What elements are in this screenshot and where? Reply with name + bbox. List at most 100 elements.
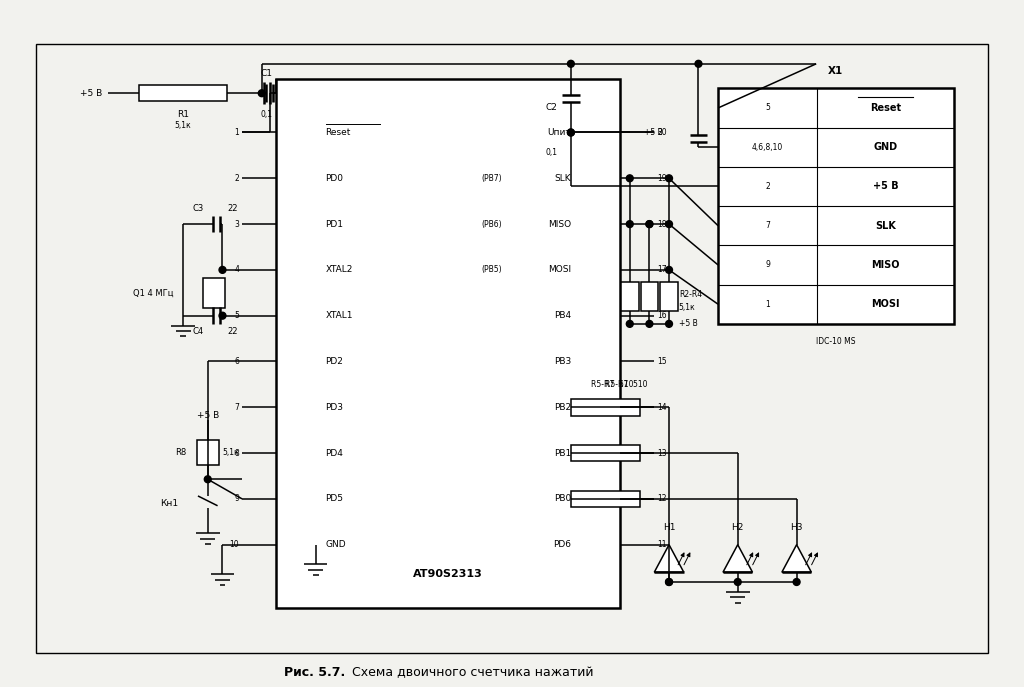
Text: 20: 20 (657, 128, 667, 137)
Text: 4,6,8,10: 4,6,8,10 (752, 143, 783, 152)
Text: PD3: PD3 (326, 403, 343, 412)
Bar (36, 44, 988, 653)
Text: 19: 19 (657, 174, 667, 183)
Text: PB3: PB3 (554, 357, 571, 366)
Circle shape (666, 221, 673, 227)
Text: Кн1: Кн1 (160, 499, 178, 508)
Text: 11: 11 (657, 540, 667, 549)
Text: R8: R8 (175, 448, 186, 457)
Text: 1: 1 (234, 128, 240, 137)
Text: PD4: PD4 (326, 449, 343, 458)
Circle shape (627, 320, 633, 327)
Circle shape (666, 267, 673, 273)
Text: AT90S2313: AT90S2313 (414, 569, 483, 579)
Text: 5,1к: 5,1к (175, 121, 191, 130)
Circle shape (695, 60, 701, 67)
Bar (660, 282, 678, 311)
Text: 12: 12 (657, 495, 667, 504)
Text: +5 В: +5 В (197, 411, 219, 420)
Text: 14: 14 (657, 403, 667, 412)
Text: (PB7): (PB7) (481, 174, 502, 183)
Text: 5: 5 (234, 311, 240, 320)
Circle shape (219, 267, 226, 273)
Text: Q1 4 МГц: Q1 4 МГц (133, 289, 173, 297)
Circle shape (258, 90, 265, 97)
Text: PD5: PD5 (326, 495, 343, 504)
Text: 5: 5 (765, 104, 770, 113)
Text: 9: 9 (234, 495, 240, 504)
Text: 1: 1 (765, 300, 770, 308)
Bar (641, 282, 658, 311)
Text: 10: 10 (229, 540, 240, 549)
Circle shape (794, 578, 800, 585)
Text: GND: GND (873, 142, 897, 153)
Text: +5 В: +5 В (80, 89, 102, 98)
Text: IDC-10 MS: IDC-10 MS (816, 337, 856, 346)
Text: MOSI: MOSI (871, 300, 900, 309)
Text: XTAL1: XTAL1 (326, 311, 353, 320)
Text: 5,1к: 5,1к (222, 448, 240, 457)
Text: C2: C2 (546, 104, 557, 113)
Circle shape (567, 129, 574, 136)
Text: PB0: PB0 (554, 495, 571, 504)
Text: C3: C3 (193, 204, 204, 213)
Text: PB1: PB1 (554, 449, 571, 458)
Text: 0,1: 0,1 (545, 148, 557, 157)
Bar (203, 278, 225, 308)
Text: 2: 2 (765, 182, 770, 191)
Text: GND: GND (326, 540, 346, 549)
Circle shape (567, 60, 574, 67)
Text: SLK: SLK (874, 221, 896, 231)
Text: Reset: Reset (869, 103, 901, 113)
Circle shape (666, 175, 673, 182)
Circle shape (627, 175, 633, 182)
Text: 2: 2 (234, 174, 240, 183)
Circle shape (666, 578, 673, 585)
Circle shape (205, 476, 211, 483)
Text: PD2: PD2 (326, 357, 343, 366)
Text: Reset: Reset (326, 128, 351, 137)
Text: R5-R7  510: R5-R7 510 (605, 380, 648, 390)
Circle shape (666, 578, 673, 585)
Text: +5 В: +5 В (679, 319, 697, 328)
Text: PD6: PD6 (553, 540, 571, 549)
Text: MISO: MISO (871, 260, 900, 270)
Text: XTAL2: XTAL2 (326, 265, 353, 274)
Text: Рис. 5.7.: Рис. 5.7. (284, 666, 345, 679)
Text: 15: 15 (657, 357, 667, 366)
Text: (PB5): (PB5) (481, 265, 502, 274)
Bar (571, 399, 640, 416)
Text: MISO: MISO (548, 220, 571, 229)
Text: H3: H3 (791, 523, 803, 532)
Bar (718, 89, 953, 324)
Text: R5-R7  510: R5-R7 510 (591, 380, 633, 390)
Text: +5 В: +5 В (872, 181, 898, 192)
Text: +5 В: +5 В (644, 128, 664, 137)
Text: 16: 16 (657, 311, 667, 320)
Text: 5,1к: 5,1к (679, 303, 695, 312)
Text: MOSI: MOSI (548, 265, 571, 274)
Bar (621, 282, 639, 311)
Circle shape (646, 221, 653, 227)
Text: PD0: PD0 (326, 174, 343, 183)
Text: 17: 17 (657, 265, 667, 274)
Bar (571, 491, 640, 507)
Text: 3: 3 (234, 220, 240, 229)
Text: SLK: SLK (554, 174, 571, 183)
Bar (571, 444, 640, 462)
Circle shape (567, 129, 574, 136)
Bar (276, 78, 620, 609)
Text: 13: 13 (657, 449, 667, 458)
Text: PB4: PB4 (554, 311, 571, 320)
Text: X1: X1 (828, 66, 844, 76)
Text: PD1: PD1 (326, 220, 343, 229)
Polygon shape (782, 545, 811, 572)
Text: (PB6): (PB6) (481, 220, 502, 229)
Text: 6: 6 (234, 357, 240, 366)
Text: 18: 18 (657, 220, 667, 229)
Text: 22: 22 (227, 204, 238, 213)
Polygon shape (654, 545, 684, 572)
Bar (139, 85, 227, 101)
Text: R1: R1 (177, 111, 189, 120)
Text: 7: 7 (234, 403, 240, 412)
